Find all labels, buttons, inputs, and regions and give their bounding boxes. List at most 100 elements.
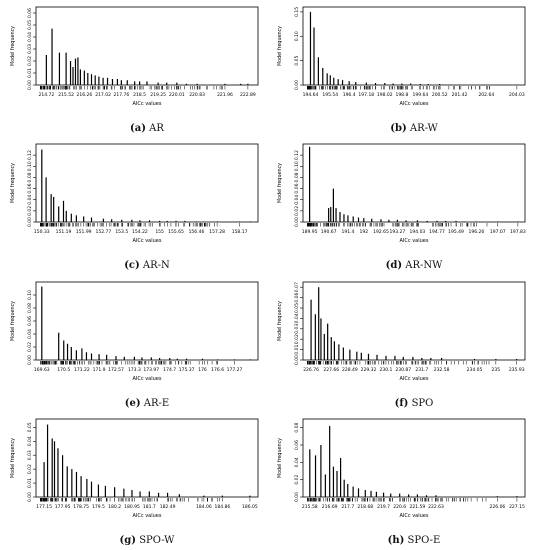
x-tick-label: 231.7 bbox=[415, 367, 428, 373]
caption-label: (d) bbox=[385, 260, 403, 271]
x-tick-label: 217.7 bbox=[341, 504, 354, 510]
x-tick-label: 232.58 bbox=[434, 367, 450, 373]
y-tick-label: 0.06 bbox=[294, 292, 300, 302]
y-tick-label: 0.06 bbox=[294, 183, 300, 193]
caption-name: SPO-E bbox=[404, 535, 441, 546]
x-tick-label: 191.4 bbox=[341, 229, 354, 235]
y-tick-label: 0.06 bbox=[294, 440, 300, 450]
x-tick-label: 201.42 bbox=[452, 92, 468, 98]
x-tick-label: 217.76 bbox=[113, 92, 129, 98]
x-tick-label: 229.32 bbox=[361, 367, 377, 373]
x-tick-label: 199.64 bbox=[412, 92, 428, 98]
y-tick-label: 0.04 bbox=[27, 329, 33, 339]
y-axis-label: Model frequency bbox=[10, 438, 16, 478]
y-tick-label: 0.08 bbox=[27, 172, 33, 182]
x-axis-label: AICc values bbox=[400, 101, 429, 107]
x-tick-label: 227.66 bbox=[323, 367, 339, 373]
y-tick-label: 0.15 bbox=[294, 7, 300, 17]
y-tick-label: 0.06 bbox=[27, 316, 33, 326]
caption-name: AR-W bbox=[406, 123, 438, 134]
chart-panel: 0.00 0.02 0.04 0.06 0.08 0.10 0.12 Model freque… bbox=[273, 141, 529, 249]
x-tick-label: 174.7 bbox=[163, 367, 176, 373]
y-tick-label: 0.01 bbox=[294, 344, 300, 354]
chart-caption: (d) AR-NW bbox=[386, 260, 443, 271]
y-tick-label: 0.04 bbox=[27, 32, 33, 42]
chart-svg: 0.00 0.05 0.10 0.15 Model frequency 194.64 195… bbox=[277, 6, 526, 107]
chart-caption: (f) SPO bbox=[395, 398, 434, 409]
x-tick-label: 155 bbox=[155, 229, 164, 235]
plot-frame bbox=[35, 143, 259, 223]
x-tick-label: 184.86 bbox=[215, 504, 231, 510]
x-axis-label: AICc values bbox=[133, 376, 162, 382]
x-tick-label: 150.33 bbox=[34, 229, 50, 235]
x-tick-label: 200.52 bbox=[432, 92, 448, 98]
x-tick-label: 180.95 bbox=[124, 504, 140, 510]
x-tick-label: 184.06 bbox=[196, 504, 212, 510]
x-tick-label: 221.96 bbox=[217, 92, 233, 98]
y-tick-label: 0.00 bbox=[294, 492, 300, 502]
y-tick-label: 0.04 bbox=[294, 195, 300, 205]
caption-label: (a) bbox=[130, 123, 146, 134]
y-tick-label: 0.00 bbox=[27, 492, 33, 502]
x-tick-label: 234.05 bbox=[467, 367, 483, 373]
chart-panel: 0.00 0.01 0.02 0.03 0.04 0.05 Model frequency 1… bbox=[6, 416, 262, 524]
x-tick-label: 197.83 bbox=[510, 229, 526, 235]
y-tick-label: 0.02 bbox=[27, 206, 33, 216]
x-tick-label: 151.99 bbox=[76, 229, 92, 235]
plot-frame bbox=[35, 6, 259, 86]
x-tick-label: 151.19 bbox=[56, 229, 72, 235]
x-axis-label: AICc values bbox=[133, 101, 162, 107]
caption-label: (e) bbox=[124, 398, 141, 409]
x-tick-label: 196.4 bbox=[343, 92, 356, 98]
chart-svg: 0.00 0.01 0.02 0.03 0.04 0.05 Model frequency 1… bbox=[10, 418, 259, 519]
chart-caption: (g) SPO-W bbox=[120, 535, 175, 546]
x-tick-label: 216.26 bbox=[76, 92, 92, 98]
y-axis-label: Model frequency bbox=[277, 438, 283, 478]
chart-panel: 0.00 0.02 0.04 0.06 0.08 0.10 0.12 Model freque… bbox=[6, 141, 262, 249]
plot-frame bbox=[35, 418, 259, 498]
chart-caption: (h) SPO-E bbox=[388, 535, 441, 546]
y-tick-label: 0.00 bbox=[27, 217, 33, 227]
chart-svg: 0.000.020.04 0.060.080.100.12 Model freque… bbox=[10, 143, 259, 244]
x-tick-label: 196.26 bbox=[468, 229, 484, 235]
y-axis-label: Model frequency bbox=[277, 163, 283, 203]
y-tick-label: 0.02 bbox=[294, 206, 300, 216]
chart-panel: 0.00 0.01 0.02 0.03 0.04 0.05 0.06 0.07 Model fr… bbox=[273, 279, 529, 387]
x-tick-label: 202.64 bbox=[478, 92, 494, 98]
x-tick-label: 177.15 bbox=[36, 504, 52, 510]
x-tick-label: 215.58 bbox=[302, 504, 318, 510]
chart-caption: (e) AR-E bbox=[125, 398, 169, 409]
x-tick-label: 222.63 bbox=[428, 504, 444, 510]
y-tick-label: 0.04 bbox=[27, 195, 33, 205]
x-tick-label: 172.57 bbox=[108, 367, 124, 373]
x-tick-label: 194.64 bbox=[303, 92, 319, 98]
x-axis-label: AICc values bbox=[133, 238, 162, 244]
caption-name: SPO bbox=[408, 398, 434, 409]
plot-frame bbox=[302, 143, 526, 223]
x-tick-label: 217.02 bbox=[95, 92, 111, 98]
x-tick-label: 198.8 bbox=[395, 92, 408, 98]
y-tick-label: 0.03 bbox=[27, 44, 33, 54]
x-tick-label: 198.02 bbox=[377, 92, 393, 98]
y-tick-label: 0.10 bbox=[27, 161, 33, 171]
x-tick-label: 176.6 bbox=[211, 367, 224, 373]
plot-frame bbox=[35, 281, 259, 361]
chart-caption: (b) AR-W bbox=[390, 123, 438, 134]
x-tick-label: 170.5 bbox=[57, 367, 70, 373]
y-tick-label: 0.01 bbox=[27, 478, 33, 488]
y-axis-label: Model frequency bbox=[10, 26, 16, 66]
caption-name: AR-N bbox=[139, 260, 170, 271]
y-tick-label: 0.01 bbox=[27, 68, 33, 78]
y-tick-label: 0.00 bbox=[294, 217, 300, 227]
chart-svg: 0.000.010.020.030.040.050.060.07 Model fr… bbox=[277, 281, 526, 382]
x-axis-label: AICc values bbox=[133, 513, 162, 519]
y-axis-label: Model frequency bbox=[10, 163, 16, 203]
x-tick-label: 194.03 bbox=[410, 229, 426, 235]
x-tick-label: 186.05 bbox=[242, 504, 258, 510]
y-tick-label: 0.08 bbox=[294, 172, 300, 182]
chart-panel: 0.00 0.05 0.10 0.15 Model frequency 194.64 195… bbox=[273, 4, 529, 112]
x-tick-label: 235.93 bbox=[509, 367, 525, 373]
x-tick-label: 228.49 bbox=[342, 367, 358, 373]
chart-svg: 0.000.020.04 0.060.080.100.12 Model freque… bbox=[277, 143, 526, 244]
y-tick-label: 0.00 bbox=[294, 80, 300, 90]
